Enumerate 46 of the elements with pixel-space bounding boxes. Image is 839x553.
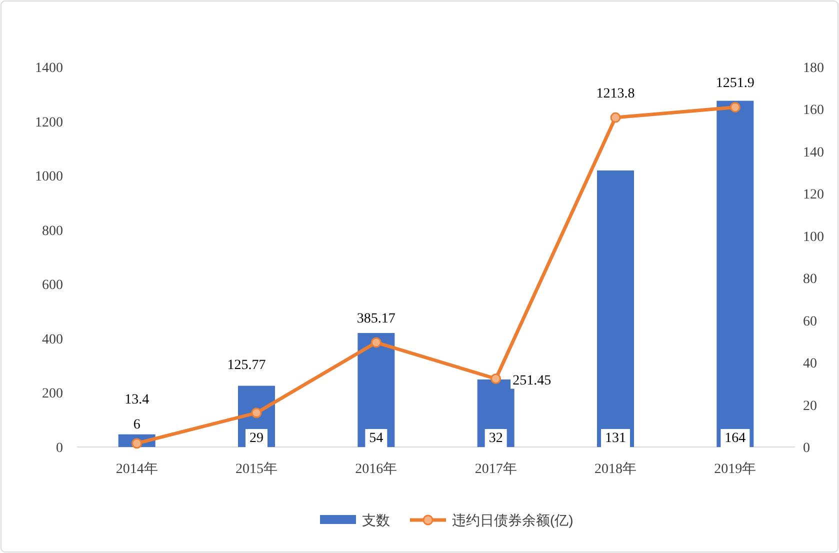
y2-tick-label: 0 xyxy=(803,441,810,456)
y2-tick-label: 140 xyxy=(803,145,824,160)
data-label: 54 xyxy=(369,431,384,446)
legend-label: 支数 xyxy=(362,512,390,528)
data-label: 29 xyxy=(250,431,264,446)
y-tick-label: 1400 xyxy=(35,61,63,76)
legend-label: 违约日债券余额(亿) xyxy=(452,512,574,528)
y2-tick-label: 120 xyxy=(803,188,824,203)
y-tick-label: 600 xyxy=(42,278,63,294)
data-label: 1251.9 xyxy=(716,76,754,92)
data-label: 1213.8 xyxy=(596,86,635,102)
y-tick-label: 1200 xyxy=(35,115,63,130)
x-tick-label: 2019年 xyxy=(714,461,756,477)
y-tick-label: 800 xyxy=(42,224,63,239)
data-label: 164 xyxy=(724,431,746,446)
y-tick-label: 400 xyxy=(42,332,63,348)
data-label: 251.45 xyxy=(512,374,552,389)
data-label: 131 xyxy=(605,431,626,446)
data-label: 6 xyxy=(133,417,140,432)
x-tick-label: 2017年 xyxy=(474,461,517,477)
y2-tick-label: 40 xyxy=(803,356,817,372)
data-label: 385.17 xyxy=(356,311,396,326)
y-tick-label: 0 xyxy=(56,441,63,456)
x-tick-label: 2018年 xyxy=(594,461,636,477)
x-tick-label: 2016年 xyxy=(355,461,398,477)
y-tick-label: 200 xyxy=(42,386,63,402)
y2-tick-label: 20 xyxy=(803,398,817,414)
y-tick-label: 1000 xyxy=(35,170,63,185)
point xyxy=(370,337,382,348)
point xyxy=(251,408,262,418)
bar xyxy=(716,100,754,447)
y2-tick-label: 60 xyxy=(803,314,817,330)
y2-tick-label: 100 xyxy=(803,230,824,245)
x-tick-label: 2015年 xyxy=(236,461,278,477)
y2-tick-label: 80 xyxy=(803,272,817,288)
data-label: 125.77 xyxy=(227,358,266,373)
y2-tick-label: 180 xyxy=(803,61,824,76)
y2-tick-label: 160 xyxy=(803,103,824,118)
point xyxy=(610,112,621,123)
point xyxy=(730,102,740,112)
point xyxy=(490,374,502,384)
bar xyxy=(597,170,634,447)
data-label: 32 xyxy=(488,431,503,446)
x-tick-label: 2014年 xyxy=(116,461,158,477)
data-label: 13.4 xyxy=(124,392,150,408)
bar xyxy=(358,333,395,447)
